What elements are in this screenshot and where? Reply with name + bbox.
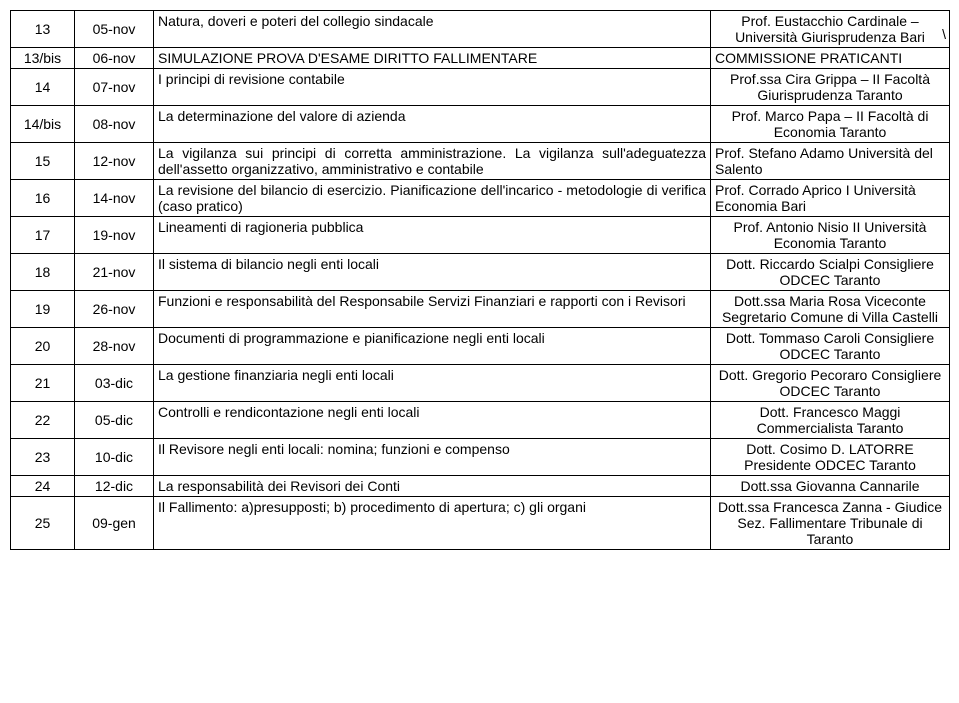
row-speaker: Dott.ssa Francesca Zanna - Giudice Sez. … xyxy=(711,497,950,550)
row-number: 22 xyxy=(11,402,75,439)
row-topic: La revisione del bilancio di esercizio. … xyxy=(154,180,711,217)
row-date: 12-nov xyxy=(75,143,154,180)
row-speaker: Prof. Corrado Aprico I Università Econom… xyxy=(711,180,950,217)
row-date: 05-nov xyxy=(75,11,154,48)
table-row: 1719-novLineamenti di ragioneria pubblic… xyxy=(11,217,950,254)
table-row: 13/bis06-novSIMULAZIONE PROVA D'ESAME DI… xyxy=(11,48,950,69)
row-topic: Il sistema di bilancio negli enti locali xyxy=(154,254,711,291)
table-row: 1614-novLa revisione del bilancio di ese… xyxy=(11,180,950,217)
row-number: 19 xyxy=(11,291,75,328)
table-row: 2310-dicIl Revisore negli enti locali: n… xyxy=(11,439,950,476)
row-number: 21 xyxy=(11,365,75,402)
row-speaker: Prof. Marco Papa – II Facoltà di Economi… xyxy=(711,106,950,143)
row-date: 10-dic xyxy=(75,439,154,476)
row-topic: Funzioni e responsabilità del Responsabi… xyxy=(154,291,711,328)
row-topic: SIMULAZIONE PROVA D'ESAME DIRITTO FALLIM… xyxy=(154,48,711,69)
row-speaker: Dott.ssa Giovanna Cannarile xyxy=(711,476,950,497)
table-row: 2509-genIl Fallimento: a)presupposti; b)… xyxy=(11,497,950,550)
row-number: 16 xyxy=(11,180,75,217)
row-number: 15 xyxy=(11,143,75,180)
row-number: 17 xyxy=(11,217,75,254)
row-date: 09-gen xyxy=(75,497,154,550)
row-date: 07-nov xyxy=(75,69,154,106)
row-number: 25 xyxy=(11,497,75,550)
row-speaker: Prof. Antonio Nisio II Università Econom… xyxy=(711,217,950,254)
row-date: 08-nov xyxy=(75,106,154,143)
table-row: 1821-novIl sistema di bilancio negli ent… xyxy=(11,254,950,291)
row-date: 28-nov xyxy=(75,328,154,365)
row-number: 20 xyxy=(11,328,75,365)
table-row: 1512-novLa vigilanza sui principi di cor… xyxy=(11,143,950,180)
row-topic: I principi di revisione contabile xyxy=(154,69,711,106)
row-topic: La vigilanza sui principi di corretta am… xyxy=(154,143,711,180)
table-row: 1407-novI principi di revisione contabil… xyxy=(11,69,950,106)
row-date: 14-nov xyxy=(75,180,154,217)
row-speaker: Dott. Gregorio Pecoraro Consigliere ODCE… xyxy=(711,365,950,402)
row-topic: La responsabilità dei Revisori dei Conti xyxy=(154,476,711,497)
row-number: 23 xyxy=(11,439,75,476)
row-date: 21-nov xyxy=(75,254,154,291)
table-row: 1926-novFunzioni e responsabilità del Re… xyxy=(11,291,950,328)
row-date: 12-dic xyxy=(75,476,154,497)
row-topic: Documenti di programmazione e pianificaz… xyxy=(154,328,711,365)
row-speaker: Dott. Riccardo Scialpi Consigliere ODCEC… xyxy=(711,254,950,291)
table-row: 2412-dicLa responsabilità dei Revisori d… xyxy=(11,476,950,497)
table-row: 2103-dicLa gestione finanziaria negli en… xyxy=(11,365,950,402)
row-number: 13 xyxy=(11,11,75,48)
row-number: 14 xyxy=(11,69,75,106)
row-topic: Il Revisore negli enti locali: nomina; f… xyxy=(154,439,711,476)
table-row: 14/bis08-novLa determinazione del valore… xyxy=(11,106,950,143)
row-number: 24 xyxy=(11,476,75,497)
table-row: 1305-novNatura, doveri e poteri del coll… xyxy=(11,11,950,48)
stray-backslash: \ xyxy=(942,26,946,42)
row-date: 26-nov xyxy=(75,291,154,328)
row-speaker: Dott. Francesco Maggi Commercialista Tar… xyxy=(711,402,950,439)
row-number: 14/bis xyxy=(11,106,75,143)
table-row: 2205-dicControlli e rendicontazione negl… xyxy=(11,402,950,439)
row-topic: Lineamenti di ragioneria pubblica xyxy=(154,217,711,254)
row-number: 18 xyxy=(11,254,75,291)
row-speaker: Prof.ssa Cira Grippa – II Facoltà Giuris… xyxy=(711,69,950,106)
row-speaker: Dott. Cosimo D. LATORRE Presidente ODCEC… xyxy=(711,439,950,476)
row-speaker: COMMISSIONE PRATICANTI xyxy=(711,48,950,69)
row-date: 19-nov xyxy=(75,217,154,254)
table-row: 2028-novDocumenti di programmazione e pi… xyxy=(11,328,950,365)
row-topic: Il Fallimento: a)presupposti; b) procedi… xyxy=(154,497,711,550)
row-speaker: Dott. Tommaso Caroli Consigliere ODCEC T… xyxy=(711,328,950,365)
row-date: 03-dic xyxy=(75,365,154,402)
row-topic: Controlli e rendicontazione negli enti l… xyxy=(154,402,711,439)
schedule-table: 1305-novNatura, doveri e poteri del coll… xyxy=(10,10,950,550)
row-date: 05-dic xyxy=(75,402,154,439)
row-topic: La gestione finanziaria negli enti local… xyxy=(154,365,711,402)
row-speaker: Dott.ssa Maria Rosa Viceconte Segretario… xyxy=(711,291,950,328)
row-topic: Natura, doveri e poteri del collegio sin… xyxy=(154,11,711,48)
row-date: 06-nov xyxy=(75,48,154,69)
row-speaker: Prof. Eustacchio Cardinale – Università … xyxy=(711,11,950,48)
row-topic: La determinazione del valore di azienda xyxy=(154,106,711,143)
row-number: 13/bis xyxy=(11,48,75,69)
row-speaker: Prof. Stefano Adamo Università del Salen… xyxy=(711,143,950,180)
